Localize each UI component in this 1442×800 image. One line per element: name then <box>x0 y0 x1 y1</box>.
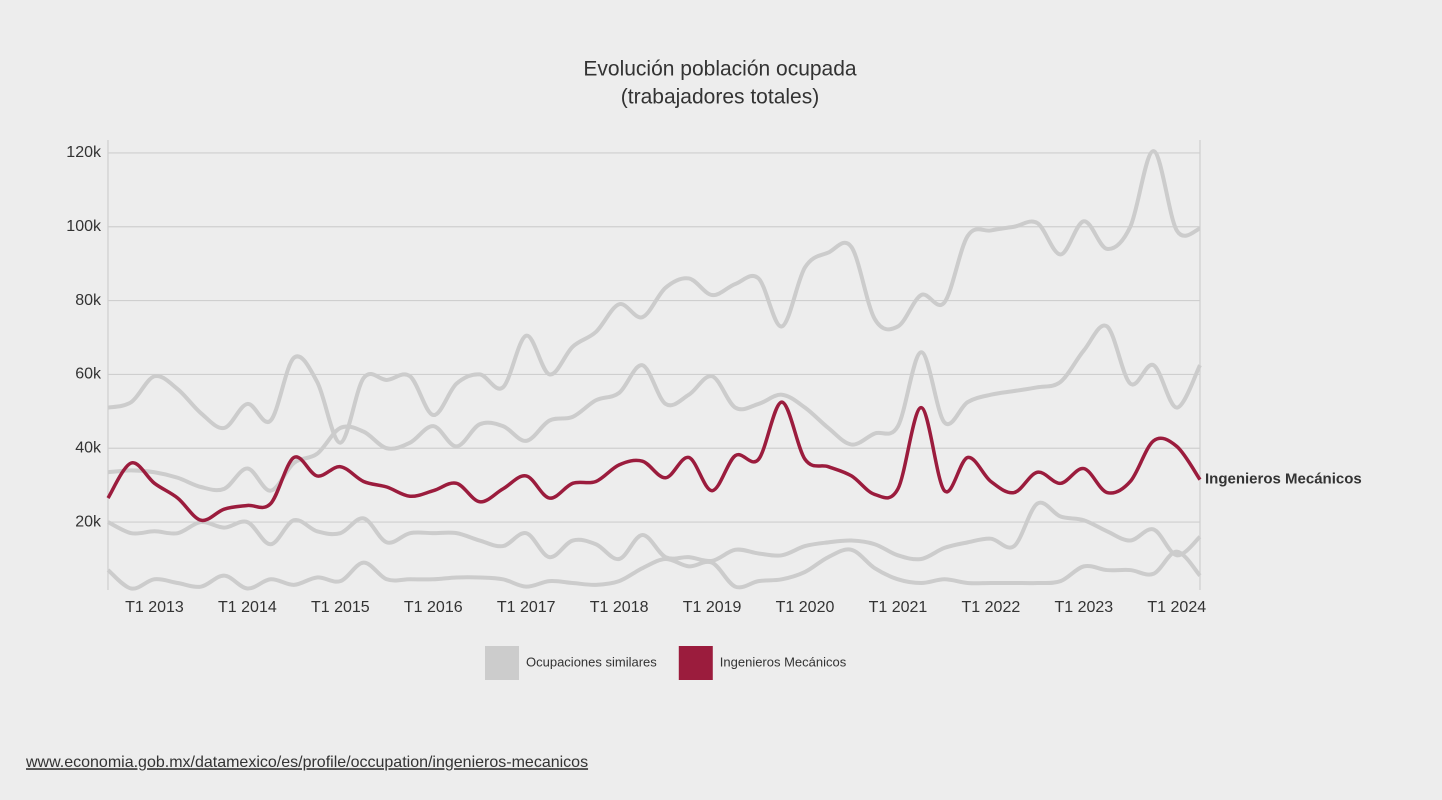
comparison-line <box>107 149 1201 445</box>
legend-label: Ingenieros Mecánicos <box>720 654 847 669</box>
x-tick-label: T1 2021 <box>869 599 928 616</box>
x-tick-label: T1 2015 <box>311 599 370 616</box>
comparison-line <box>107 323 1202 493</box>
y-tick-label: 80k <box>75 292 102 309</box>
x-tick-label: T1 2022 <box>962 599 1021 616</box>
x-tick-label: T1 2023 <box>1054 599 1113 616</box>
series-end-label: Ingenieros Mecánicos <box>1205 471 1362 488</box>
x-tick-label: T1 2014 <box>218 599 277 616</box>
y-tick-label: 20k <box>75 513 102 530</box>
x-tick-label: T1 2017 <box>497 599 556 616</box>
x-tick-label: T1 2013 <box>125 599 184 616</box>
y-tick-label: 100k <box>66 218 102 235</box>
x-tick-label: T1 2020 <box>776 599 835 616</box>
chart-title: Evolución población ocupada <box>583 58 857 81</box>
source-link[interactable]: www.economia.gob.mx/datamexico/es/profil… <box>25 754 588 771</box>
y-tick-label: 120k <box>66 144 102 161</box>
legend-label: Ocupaciones similares <box>526 654 657 669</box>
x-tick-label: T1 2016 <box>404 599 463 616</box>
y-tick-label: 60k <box>75 366 102 383</box>
comparison-line <box>106 547 1202 591</box>
comparison-line <box>107 500 1202 564</box>
legend-swatch <box>678 646 713 680</box>
x-tick-label: T1 2019 <box>683 599 742 616</box>
legend-swatch <box>485 646 519 680</box>
chart-subtitle: (trabajadores totales) <box>621 86 819 109</box>
highlight-line <box>106 400 1202 523</box>
x-tick-label: T1 2018 <box>590 599 649 616</box>
y-tick-label: 40k <box>75 439 102 456</box>
x-tick-label: T1 2024 <box>1147 599 1206 616</box>
